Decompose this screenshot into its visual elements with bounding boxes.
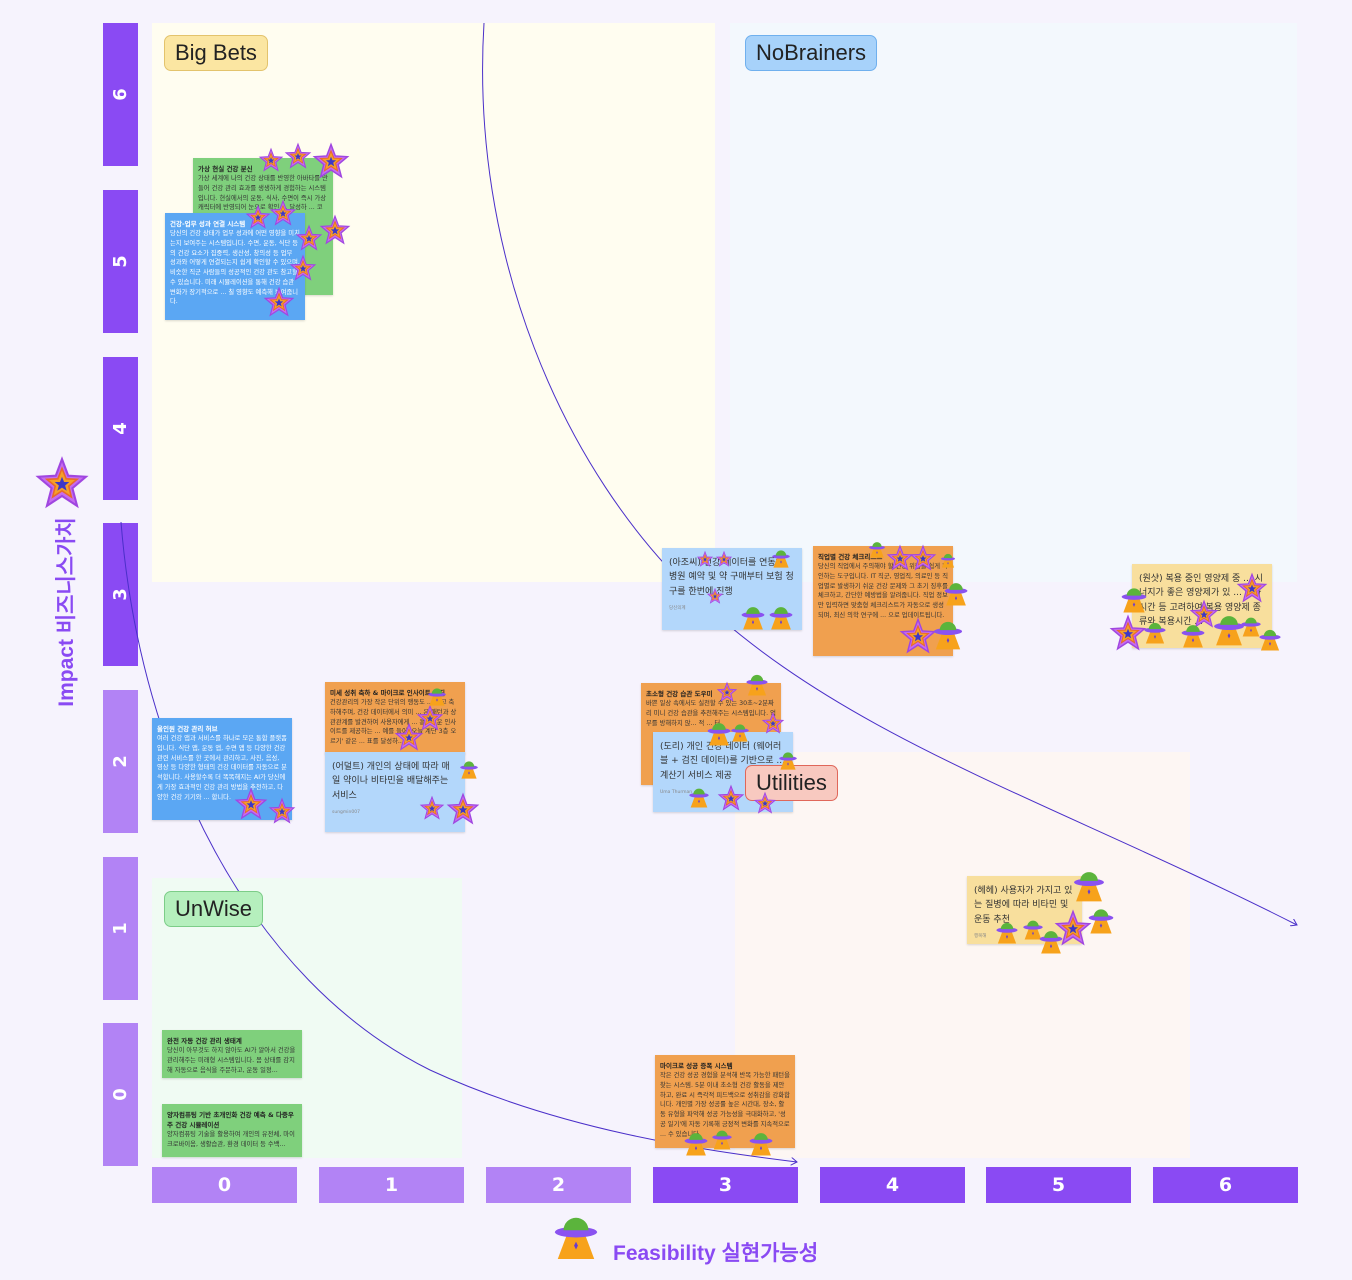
ufo-icon[interactable] — [748, 1130, 774, 1156]
ufo-icon[interactable] — [427, 686, 447, 706]
x-tick-0: 0 — [152, 1167, 297, 1203]
star-icon[interactable] — [1109, 614, 1147, 651]
star-icon[interactable] — [753, 791, 777, 814]
star-icon[interactable] — [258, 147, 284, 172]
y-tick-5: 5 — [103, 190, 138, 333]
quadrant-utilities — [735, 752, 1190, 1158]
ufo-icon[interactable] — [1212, 612, 1246, 646]
ufo-icon[interactable] — [1180, 622, 1206, 648]
y-tick-3: 3 — [103, 523, 138, 666]
star-icon[interactable] — [312, 142, 350, 179]
ufo-icon[interactable] — [778, 750, 798, 770]
star-icon[interactable] — [1236, 572, 1268, 603]
ufo-icon[interactable] — [1022, 918, 1044, 940]
label-no-brainers: NoBrainers — [745, 35, 878, 71]
ufo-icon[interactable] — [1087, 906, 1115, 934]
sticky-note[interactable]: (어덜트) 개인의 상태에 따라 매일 약이나 비타민을 배달해주는 서비스 su… — [325, 752, 465, 832]
ufo-icon[interactable] — [1120, 585, 1148, 613]
x-axis-title: Feasibility 실현가능성 — [613, 1242, 819, 1265]
y-tick-2: 2 — [103, 690, 138, 833]
x-tick-5: 5 — [986, 1167, 1131, 1203]
sticky-note[interactable]: 올인원 건강 관리 허브 여러 건강 앱과 서비스를 하나로 모은 통합 플랫폼입… — [152, 718, 292, 820]
star-icon[interactable] — [416, 704, 444, 731]
ufo-icon[interactable] — [552, 1212, 600, 1260]
star-icon[interactable] — [717, 784, 745, 811]
ufo-icon[interactable] — [459, 759, 479, 779]
star-icon[interactable] — [419, 795, 445, 820]
ufo-icon[interactable] — [771, 548, 791, 568]
ufo-icon[interactable] — [688, 786, 710, 808]
ufo-icon[interactable] — [768, 604, 794, 630]
star-icon[interactable] — [706, 587, 724, 604]
star-icon[interactable] — [899, 617, 937, 654]
ufo-icon[interactable] — [1258, 627, 1282, 651]
star-icon[interactable] — [269, 199, 297, 226]
ufo-icon[interactable] — [1143, 620, 1167, 644]
y-tick-0: 0 — [103, 1023, 138, 1166]
sticky-note[interactable]: 완전 자동 건강 관리 생태계 당신이 아무것도 하지 않아도 AI가 알아서 건… — [162, 1030, 302, 1078]
y-tick-6: 6 — [103, 23, 138, 166]
ufo-icon[interactable] — [740, 604, 766, 630]
star-icon[interactable] — [446, 792, 480, 825]
sticky-note[interactable]: 양자컴퓨팅 기반 초개인화 건강 예측 & 다중우주 건강 시뮬레이션 양자컴퓨팅… — [162, 1104, 302, 1157]
y-tick-4: 4 — [103, 357, 138, 500]
ufo-icon[interactable] — [868, 540, 886, 558]
star-icon[interactable] — [1189, 599, 1219, 628]
star-icon[interactable] — [886, 544, 914, 571]
x-tick-1: 1 — [319, 1167, 464, 1203]
label-unwise: UnWise — [164, 891, 264, 927]
star-icon[interactable] — [715, 550, 733, 567]
ufo-icon[interactable] — [995, 920, 1019, 944]
ufo-icon[interactable] — [1072, 868, 1106, 902]
star-icon[interactable] — [319, 214, 351, 245]
ufo-icon[interactable] — [745, 672, 769, 696]
star-icon[interactable] — [295, 224, 323, 251]
star-icon[interactable] — [1054, 909, 1092, 946]
ufo-icon[interactable] — [706, 720, 732, 746]
ufo-icon[interactable] — [683, 1130, 709, 1156]
star-icon[interactable] — [245, 204, 271, 229]
x-tick-2: 2 — [486, 1167, 631, 1203]
ufo-icon[interactable] — [730, 722, 750, 742]
ufo-icon[interactable] — [1240, 615, 1262, 637]
star-icon[interactable] — [268, 797, 296, 824]
curve-upper — [482, 22, 1297, 925]
star-icon[interactable] — [289, 254, 317, 281]
ufo-icon[interactable] — [940, 552, 956, 568]
star-icon[interactable] — [909, 544, 937, 571]
star-icon[interactable] — [35, 456, 89, 509]
star-icon[interactable] — [761, 711, 785, 734]
star-icon[interactable] — [284, 142, 312, 169]
y-tick-1: 1 — [103, 857, 138, 1000]
star-icon[interactable] — [234, 787, 268, 820]
star-icon[interactable] — [394, 722, 424, 751]
x-tick-3: 3 — [653, 1167, 798, 1203]
ufo-icon[interactable] — [711, 1128, 733, 1150]
label-big-bets: Big Bets — [164, 35, 268, 71]
ufo-icon[interactable] — [1038, 928, 1064, 954]
x-tick-6: 6 — [1153, 1167, 1298, 1203]
ufo-icon[interactable] — [932, 618, 964, 650]
star-icon[interactable] — [716, 681, 738, 702]
star-icon[interactable] — [263, 286, 295, 317]
star-icon[interactable] — [696, 550, 714, 567]
x-tick-4: 4 — [820, 1167, 965, 1203]
quadrant-no-brainers — [730, 23, 1297, 582]
ufo-icon[interactable] — [943, 580, 969, 606]
sticky-note[interactable]: (헤헤) 사용자가 가지고 있는 질병에 따라 비타민 및 운동 추천 행복해 — [967, 876, 1082, 944]
